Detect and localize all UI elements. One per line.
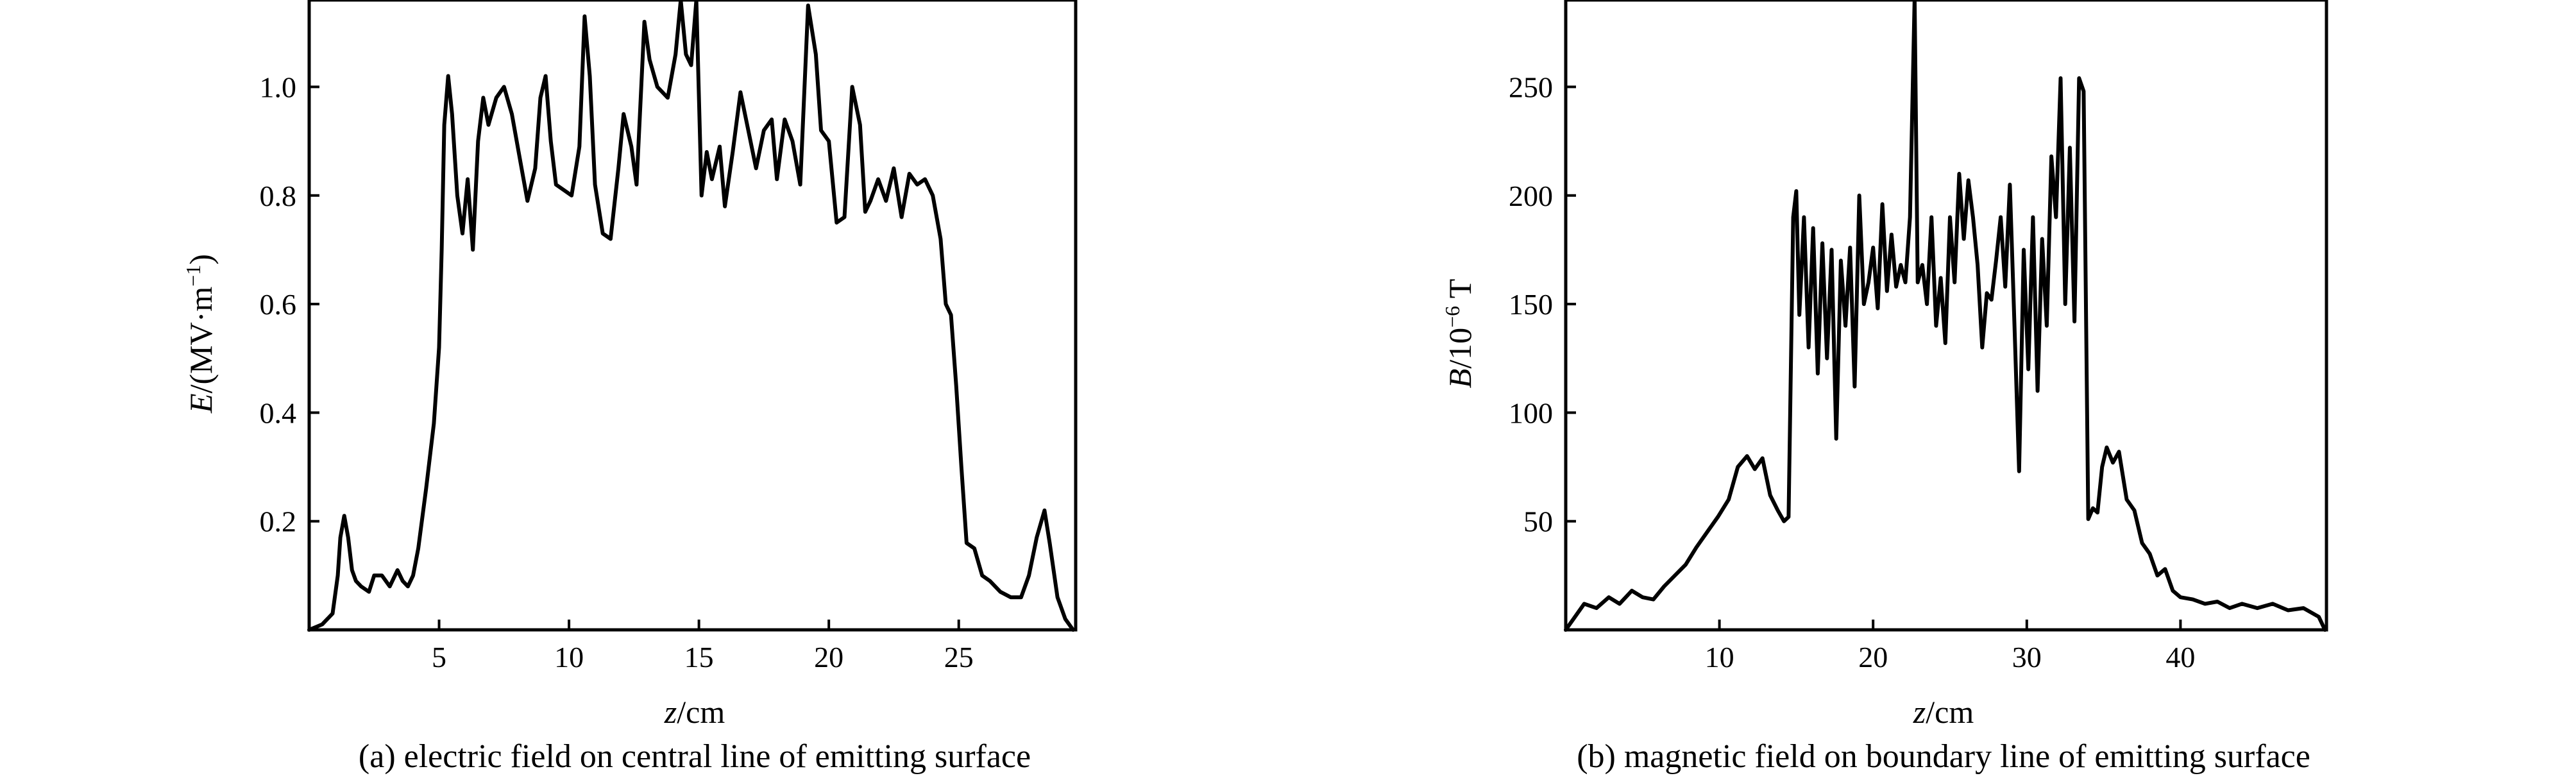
panel-a-y-axis-label: E/(MV·m−1) [182, 254, 219, 414]
panel-a-electric-field: 5 10 15 20 25 0.2 0.4 0.6 0.8 1.0 z/cm E/(MV·m−1)… [182, 0, 1078, 775]
panel-b-x-axis-label: z/cm [1913, 694, 1974, 730]
panel-a-x-axis-label: z/cm [664, 694, 725, 730]
panel-b-axes-frame [1564, 0, 2328, 632]
panel-b-plot-area: 10 20 30 40 50 100 150 200 250 [1509, 0, 2328, 673]
panel-a-y-tick-label: 0.6 [260, 288, 297, 321]
panel-a-series-line-0 [307, 0, 1075, 632]
panel-a-axes-frame [307, 0, 1078, 632]
panel-a-y-tick-label: 0.2 [260, 505, 297, 538]
panel-b-series-line-0 [1564, 0, 2327, 632]
panel-b-y-tick-label: 250 [1509, 71, 1553, 103]
panel-b-y-tick-label: 200 [1509, 180, 1553, 212]
panel-a-y-tick-label: 0.8 [260, 180, 297, 212]
panel-b-x-tick-label: 30 [2012, 641, 2042, 673]
panel-a-caption: (a) electric field on central line of em… [359, 738, 1031, 775]
panel-a-x-tick-label: 10 [554, 641, 584, 673]
panel-b-caption: (b) magnetic field on boundary line of e… [1577, 738, 2310, 775]
panel-b-y-tick-label: 150 [1509, 288, 1553, 321]
panel-a-x-tick-label: 20 [814, 641, 843, 673]
panel-a-y-tick-label: 0.4 [260, 396, 297, 429]
panel-a-x-tick-label: 5 [432, 641, 446, 673]
panel-b-y-tick-label: 50 [1523, 505, 1553, 538]
panel-b-magnetic-field: 10 20 30 40 50 100 150 200 250 z/cm B/10−6 T (b)… [1441, 0, 2328, 775]
panel-b-x-tick-label: 20 [1858, 641, 1888, 673]
panel-b-x-tick-label: 10 [1705, 641, 1734, 673]
panel-a-x-tick-label: 25 [944, 641, 974, 673]
panel-a-y-tick-label: 1.0 [260, 71, 297, 103]
panel-a-x-tick-label: 15 [684, 641, 714, 673]
panel-b-x-tick-label: 40 [2165, 641, 2195, 673]
panel-b-y-axis-label: B/10−6 T [1441, 279, 1478, 389]
panel-b-y-tick-label: 100 [1509, 396, 1553, 429]
panel-a-plot-area: 5 10 15 20 25 0.2 0.4 0.6 0.8 1.0 [260, 0, 1078, 673]
